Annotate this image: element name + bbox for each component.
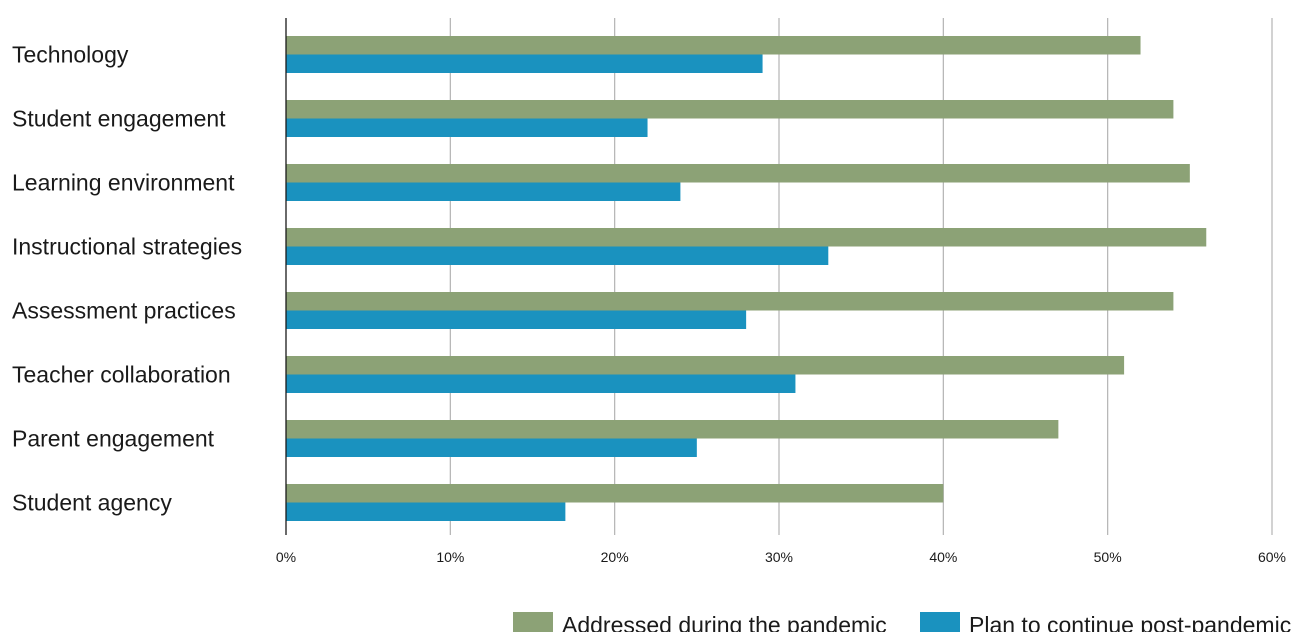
x-tick-labels: 0% 10% 20% 30% 40% 50% 60% <box>276 549 1286 565</box>
category-label: Teacher collaboration <box>12 362 231 388</box>
bar-continue-5 <box>286 375 795 394</box>
x-tick-label: 60% <box>1258 549 1286 565</box>
x-tick-label: 0% <box>276 549 296 565</box>
x-tick-label: 30% <box>765 549 793 565</box>
x-tick-label: 50% <box>1094 549 1122 565</box>
x-tick-label: 40% <box>929 549 957 565</box>
legend-label-addressed: Addressed during the pandemic <box>562 612 887 632</box>
bar-continue-4 <box>286 311 746 330</box>
bar-continue-1 <box>286 119 648 138</box>
bar-continue-6 <box>286 439 697 458</box>
category-label: Learning environment <box>12 170 235 196</box>
x-tick-label: 10% <box>436 549 464 565</box>
x-tick-label: 20% <box>601 549 629 565</box>
category-labels: Technology Student engagement Learning env… <box>12 42 242 516</box>
bar-addressed-0 <box>286 36 1141 55</box>
legend-swatch-continue <box>920 612 960 632</box>
legend-label-continue: Plan to continue post-pandemic <box>969 612 1291 632</box>
category-label: Instructional strategies <box>12 234 242 260</box>
bar-addressed-6 <box>286 420 1058 439</box>
category-label: Student engagement <box>12 106 226 132</box>
category-label: Student agency <box>12 490 172 516</box>
bar-addressed-3 <box>286 228 1206 247</box>
legend: Addressed during the pandemic Plan to con… <box>513 612 1291 632</box>
bar-continue-0 <box>286 55 763 74</box>
bar-addressed-2 <box>286 164 1190 183</box>
bar-continue-3 <box>286 247 828 266</box>
bar-addressed-1 <box>286 100 1173 119</box>
category-label: Parent engagement <box>12 426 215 452</box>
grid-lines <box>450 18 1272 535</box>
bar-addressed-7 <box>286 484 943 503</box>
bar-continue-2 <box>286 183 680 202</box>
category-label: Assessment practices <box>12 298 236 324</box>
category-label: Technology <box>12 42 129 68</box>
bar-addressed-5 <box>286 356 1124 375</box>
legend-swatch-addressed <box>513 612 553 632</box>
bars <box>286 36 1206 521</box>
bar-continue-7 <box>286 503 565 522</box>
bar-addressed-4 <box>286 292 1173 311</box>
